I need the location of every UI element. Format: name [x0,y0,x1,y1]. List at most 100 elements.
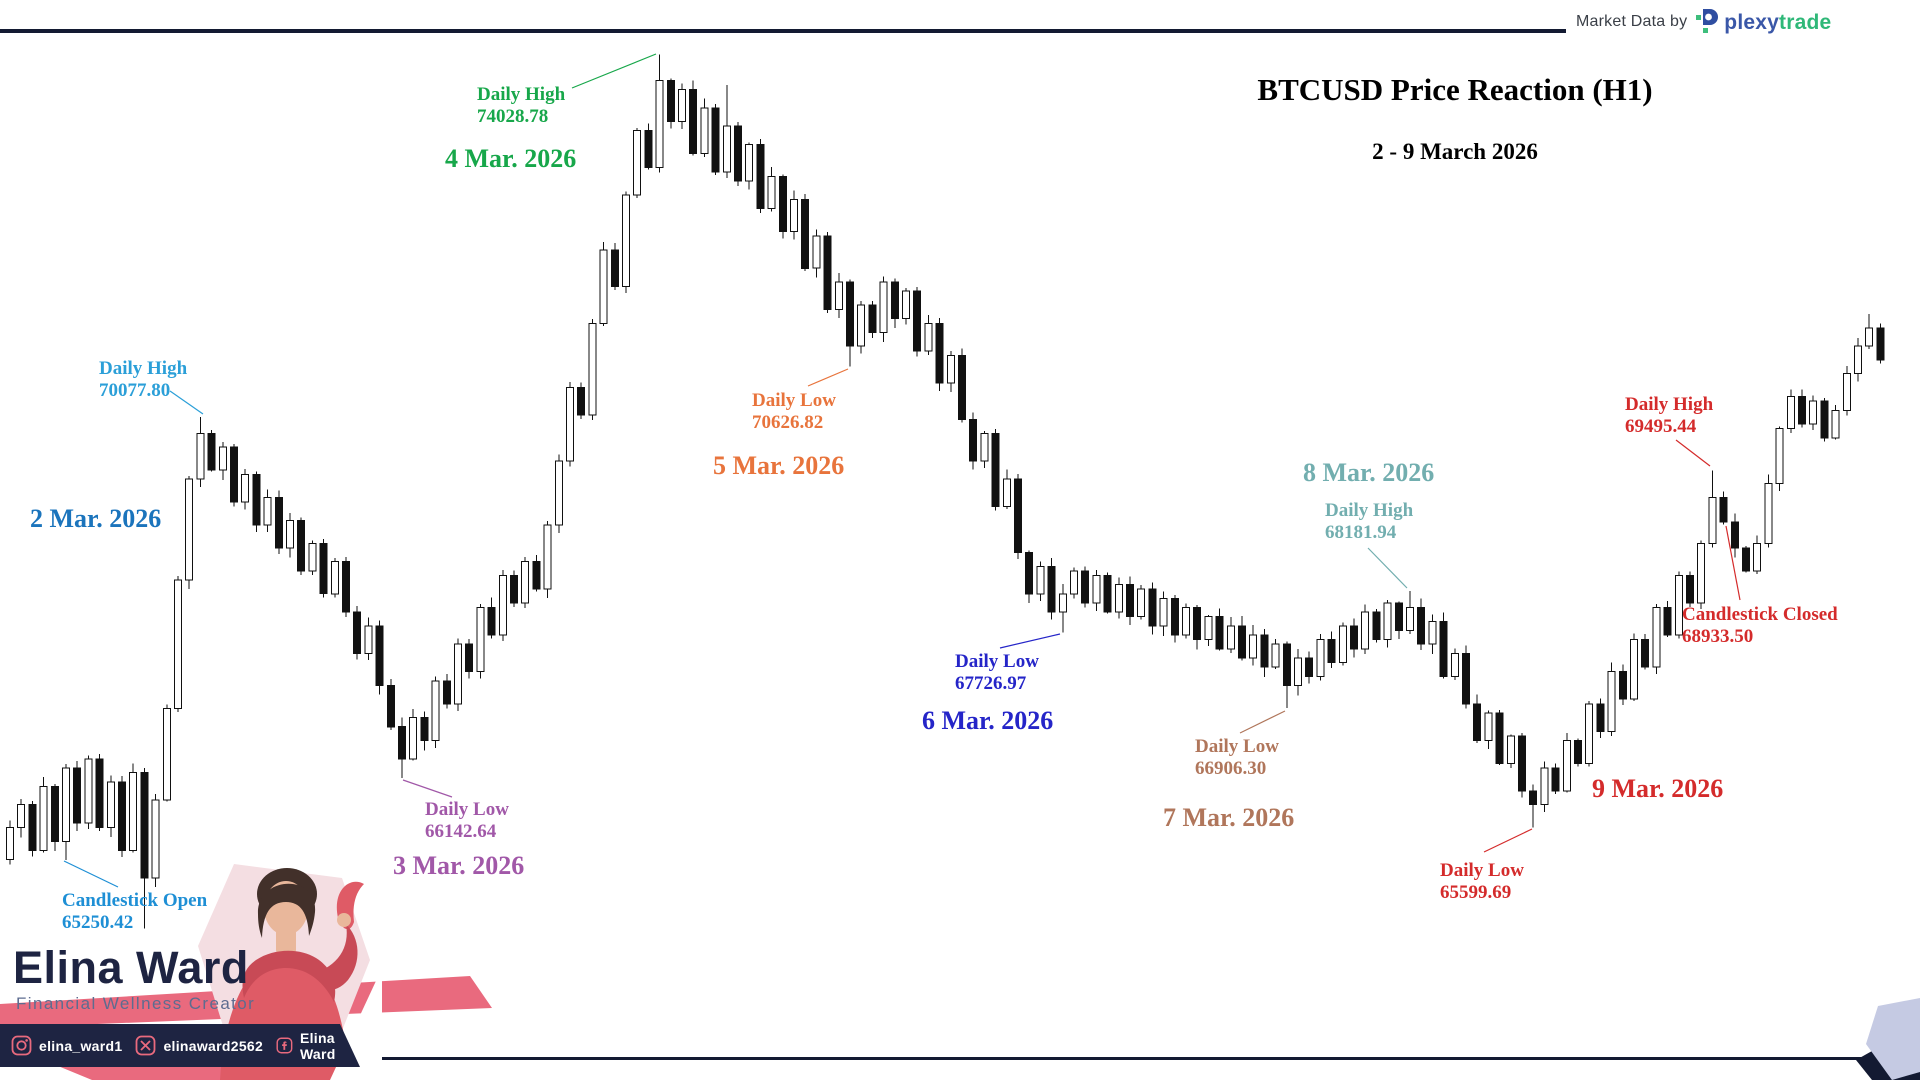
candle-body [1428,620,1437,645]
candle-body [398,726,406,760]
ann-daily-low-9mar-leader [1483,828,1533,853]
plexytrade-logo: plexytrade [1696,8,1831,36]
candle-body [487,607,496,636]
bottom-divider [352,1057,1864,1060]
candle-body [420,717,429,741]
candle-body [1462,652,1470,705]
candle-body [1137,588,1146,618]
neck [276,928,296,954]
candle-body [1775,428,1784,485]
candle-body [286,519,294,549]
candle-body [230,446,238,503]
candle-body [465,643,474,673]
market-data-attribution: Market Data by plexytrade [1576,8,1831,36]
candle-body [969,419,978,462]
candle-body [1417,607,1426,645]
candle-body [1338,625,1347,664]
ann-daily-high-8mar: Daily High 68181.94 [1325,500,1414,544]
candle-body [610,249,619,288]
candle-body [913,290,922,352]
ann-date-2mar: 2 Mar. 2026 [30,504,162,533]
candle-body [734,125,742,182]
candle-body [17,804,26,829]
candle-body [1506,735,1515,764]
candle-body [1103,574,1112,613]
candle-body [767,176,776,210]
candle-body [1036,565,1045,595]
candle-body [890,281,899,320]
candle-body [1383,602,1392,641]
social-item-facebook: Elina Ward [276,1030,360,1062]
candle-body [409,717,418,760]
candle-body [924,322,933,352]
facebook-icon [276,1037,293,1054]
candle-body [1406,607,1414,631]
candle-body [364,625,373,654]
instagram-icon [11,1035,32,1056]
candle-body [711,107,720,173]
ann-daily-low-3mar-leader [402,779,453,798]
candle-body [1663,607,1672,636]
candle-body [1148,588,1157,627]
ann-candlestick-open-leader [63,860,119,888]
candle-body [1730,521,1739,549]
candle-body [1697,542,1706,604]
candle-body [700,107,709,155]
candle-body [1798,396,1806,425]
candle-body [1551,767,1560,792]
candle-body [1529,790,1538,806]
candle-body [28,804,37,852]
candle-body [353,611,362,654]
logo-trade-text: trade [1779,10,1832,34]
plexytrade-logo-icon [1696,9,1719,33]
social-item-x: elinaward2562 [135,1035,263,1056]
candle-body [1260,634,1269,668]
candle-body [1708,497,1717,544]
candle-body [801,199,810,269]
candle-body [1652,607,1661,668]
candle-body [902,290,910,320]
candle-body [1854,345,1862,375]
scarf [242,950,336,1002]
candle-body [431,680,440,742]
candle-body [1159,597,1168,627]
candle-body [442,680,451,705]
candle-body [62,767,70,842]
candle-body [1596,703,1605,732]
candle-body [308,542,317,572]
creator-tagline: Financial Wellness Creator [16,994,256,1013]
candle-body [84,758,93,824]
candle-body [1361,611,1370,650]
candle-body [319,542,328,595]
candle-body [1641,639,1650,668]
ann-daily-high-2mar-leader [169,390,204,415]
candle-body [935,322,944,384]
ann-date-3mar: 3 Mar. 2026 [393,851,525,880]
candle-body [980,432,989,462]
candle-body [622,194,630,288]
candle-body [151,799,160,879]
ann-daily-high-2mar: Daily High 70077.80 [99,358,188,402]
candle-body [95,758,104,829]
candle-body [263,497,272,526]
candle-body [39,785,48,852]
candle-body [1831,409,1840,439]
candle-body [129,772,138,851]
candle-body [1540,767,1549,806]
facebook-handle: Elina Ward [299,1029,336,1062]
candle-body [1372,611,1381,641]
candle-body [655,79,664,168]
ann-daily-low-7mar: Daily Low 66906.30 [1195,736,1279,780]
hair-front [257,883,316,938]
candle-body [196,432,205,480]
candle-body [812,235,821,269]
candle-body [543,524,552,590]
candle-body [50,785,59,842]
candle-body [1092,574,1101,604]
candle-body [1674,574,1683,636]
candle-body [1282,643,1291,687]
candle-body [1876,327,1885,361]
candle-body [1820,400,1829,439]
social-item-instagram: elina_ward1 [11,1035,122,1056]
candle-body [218,446,227,471]
